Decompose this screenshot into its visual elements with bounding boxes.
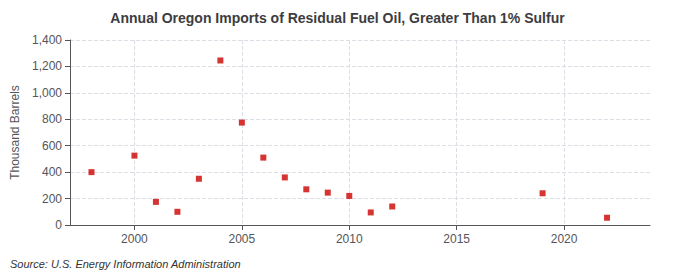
- svg-text:600: 600: [42, 139, 62, 153]
- svg-text:2000: 2000: [121, 232, 148, 246]
- svg-text:1,400: 1,400: [32, 33, 62, 47]
- svg-text:800: 800: [42, 112, 62, 126]
- svg-text:400: 400: [42, 165, 62, 179]
- svg-text:2005: 2005: [229, 232, 256, 246]
- svg-text:200: 200: [42, 192, 62, 206]
- svg-text:0: 0: [55, 218, 62, 232]
- svg-text:Source: U.S. Energy Informatio: Source: U.S. Energy Information Administ…: [10, 258, 241, 270]
- svg-text:2020: 2020: [551, 232, 578, 246]
- svg-text:Thousand Barrels: Thousand Barrels: [8, 85, 22, 180]
- svg-text:1,200: 1,200: [32, 59, 62, 73]
- svg-text:1,000: 1,000: [32, 86, 62, 100]
- svg-text:Annual Oregon Imports of Resid: Annual Oregon Imports of Residual Fuel O…: [110, 10, 565, 26]
- svg-text:2010: 2010: [336, 232, 363, 246]
- svg-text:2015: 2015: [443, 232, 470, 246]
